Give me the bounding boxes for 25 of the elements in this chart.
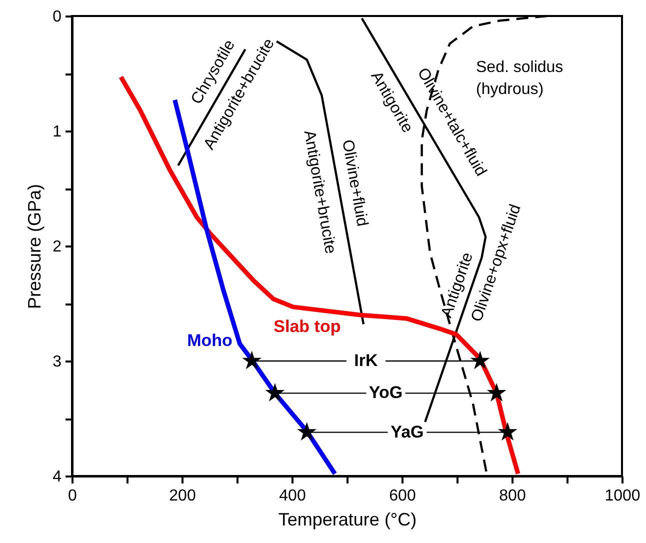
x-tick-label: 1000: [604, 488, 640, 504]
y-tick-label: 4: [52, 468, 62, 486]
series-label: YaG: [390, 422, 424, 442]
y-tick-label: 0: [52, 8, 62, 26]
series-label: Slab top: [274, 317, 341, 336]
series-label: IrK: [354, 351, 378, 370]
x-tick-label: 600: [389, 488, 416, 504]
series-label: YoG: [368, 383, 403, 402]
x-tick-label: 200: [169, 488, 196, 504]
series-label: Moho: [187, 330, 232, 350]
x-tick-label: 800: [499, 488, 526, 504]
x-tick-label: 0: [68, 488, 78, 504]
point: [297, 422, 317, 441]
point: [242, 350, 262, 370]
y-tick-label: 1: [52, 124, 62, 140]
point: [498, 422, 518, 441]
x-axis-title: Temperature (°C): [278, 510, 417, 530]
x-tick-label: 400: [279, 488, 306, 504]
y-axis-title: Pressure (GPa): [24, 184, 45, 310]
point: [265, 382, 285, 402]
point: [470, 350, 490, 370]
y-tick-label: 3: [52, 354, 62, 370]
y-tick-label: 2: [52, 238, 62, 256]
annotation: Olivine+fluid: [338, 138, 370, 228]
point: [486, 382, 506, 402]
